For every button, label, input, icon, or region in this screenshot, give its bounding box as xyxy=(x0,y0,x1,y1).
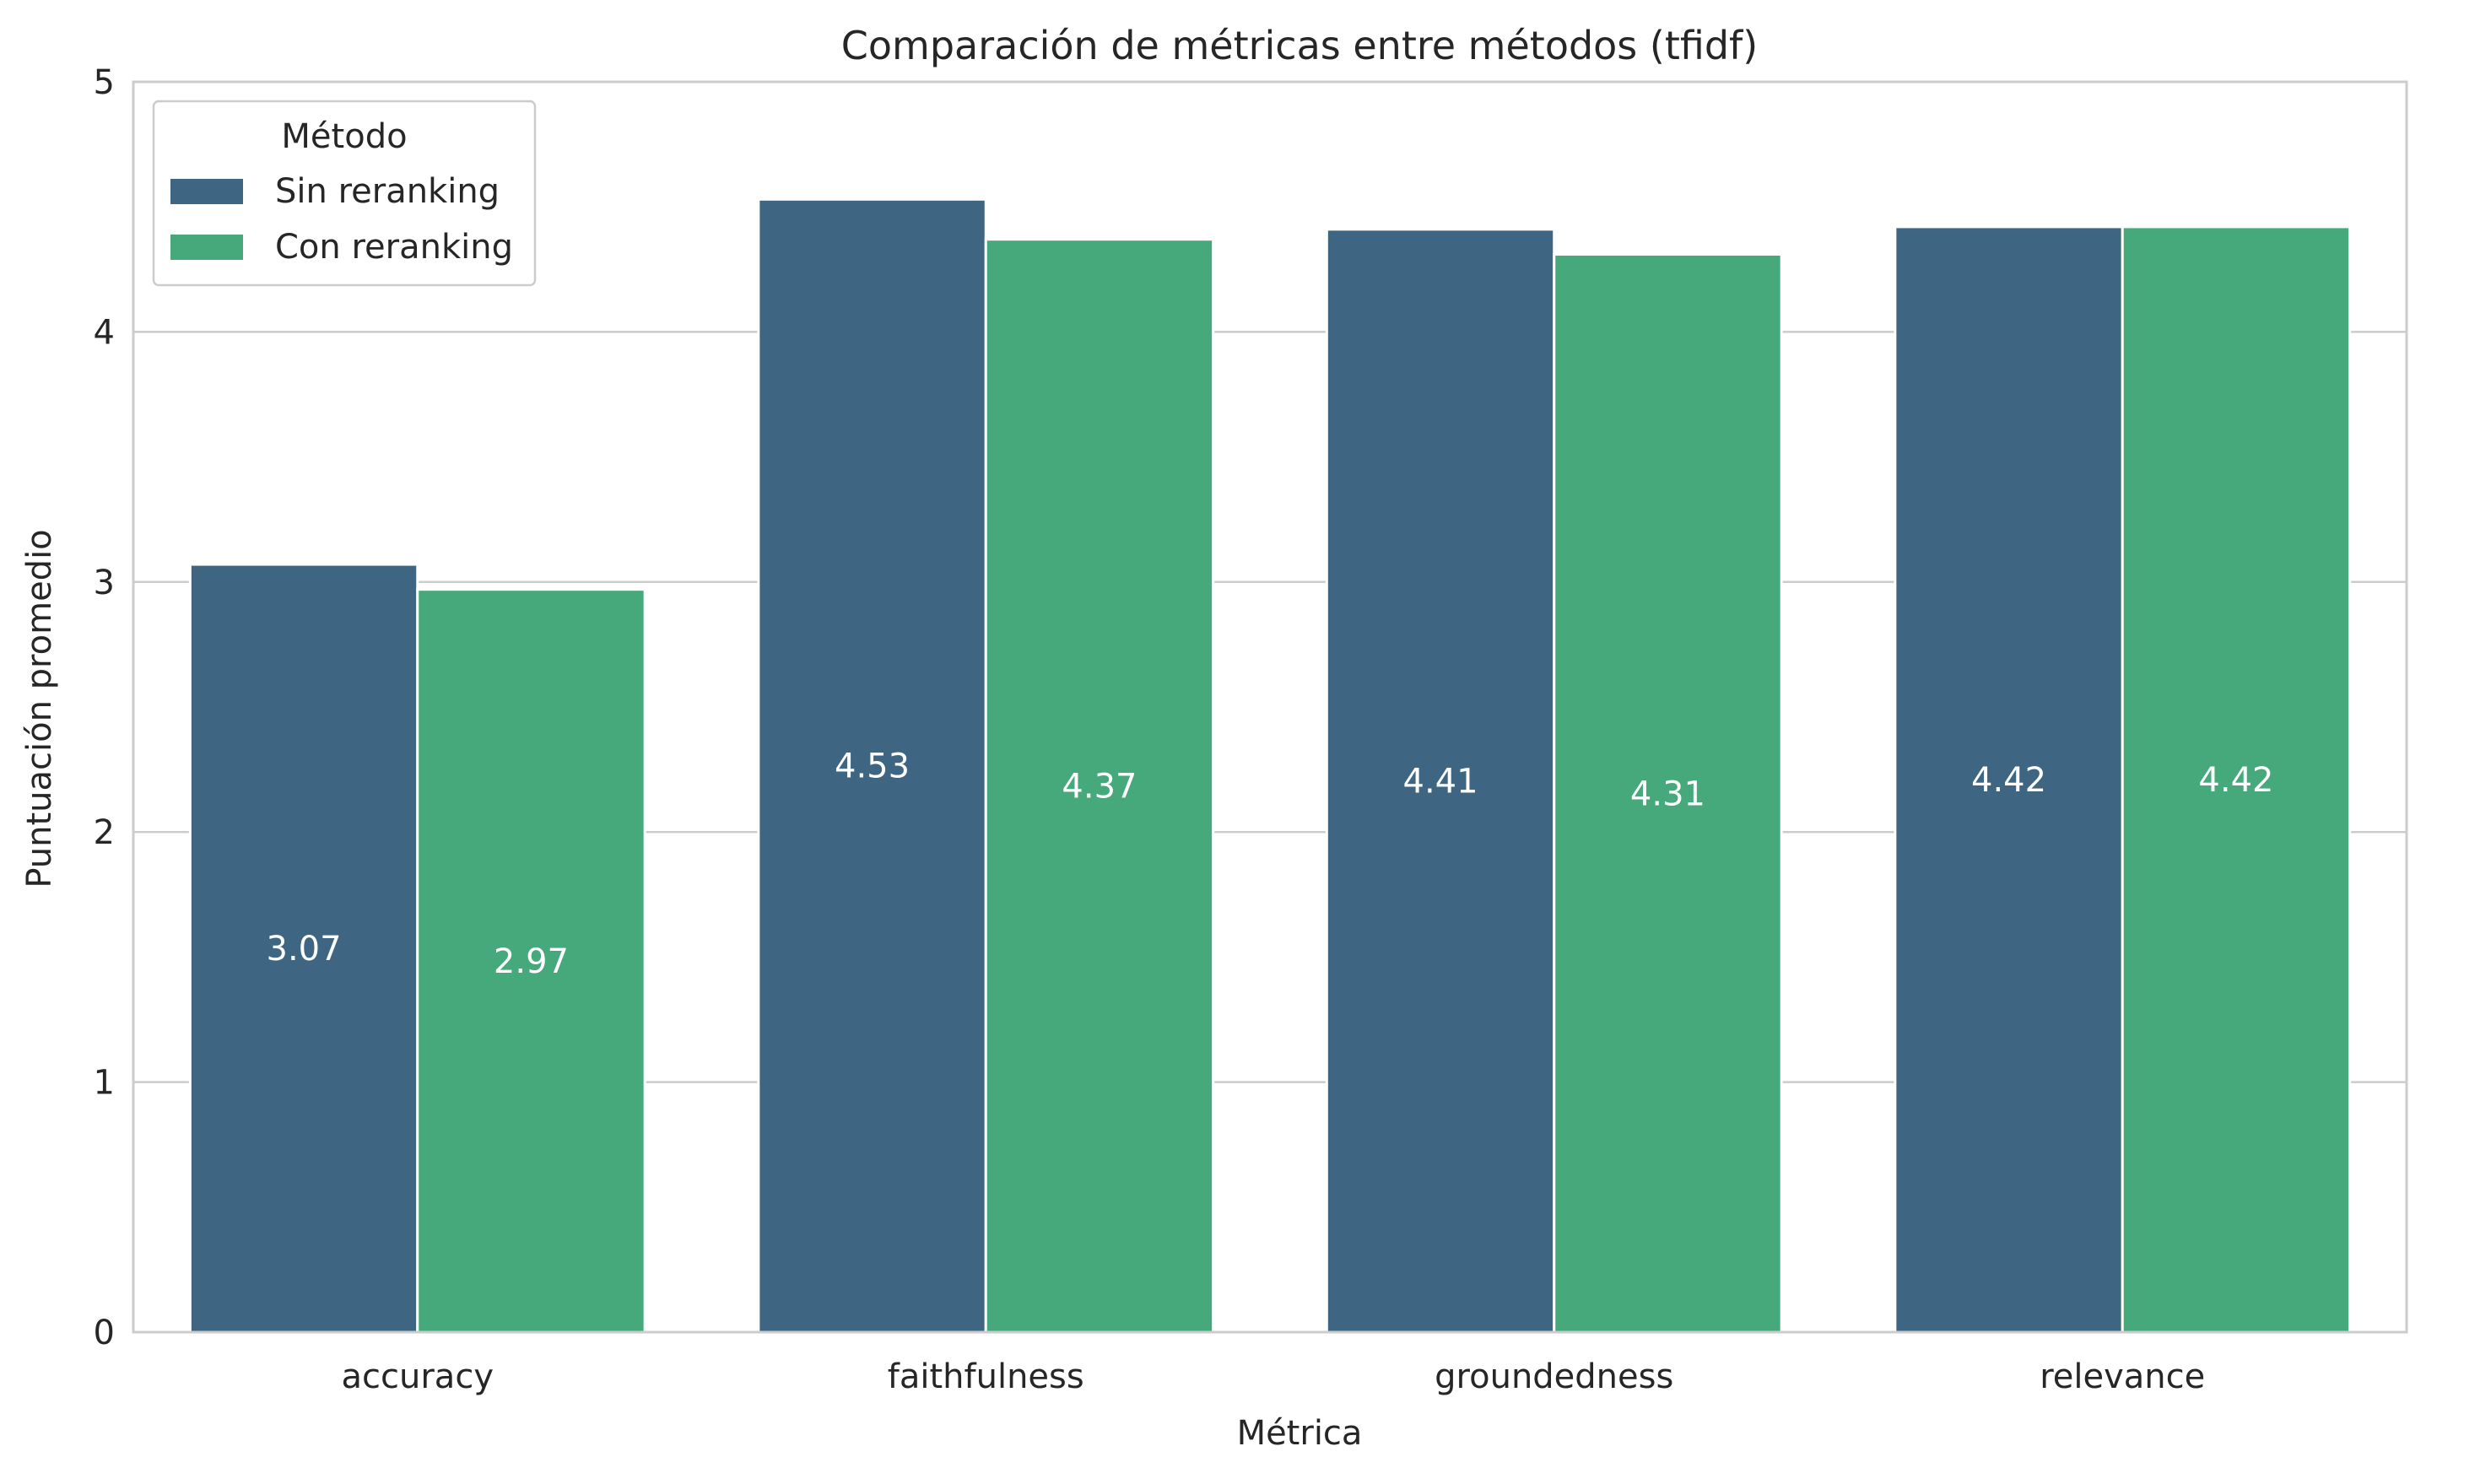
y-tick-labels: 0 1 2 3 4 5 xyxy=(94,63,115,1352)
legend-box xyxy=(152,100,537,287)
bar-relevance-sin-reranking xyxy=(1894,225,2124,1334)
data-label-relevance-sin-reranking: 4.42 xyxy=(1971,761,2046,800)
x-tick-label-accuracy: accuracy xyxy=(342,1357,494,1396)
y-tick-label-3: 3 xyxy=(94,564,115,602)
legend: Método Sin reranking Con reranking xyxy=(152,100,537,287)
x-tick-label-groundedness: groundedness xyxy=(1435,1357,1673,1396)
y-tick-label-2: 2 xyxy=(94,813,115,852)
bar-groundedness-con-reranking xyxy=(1553,253,1783,1334)
data-label-groundedness-con-reranking: 4.31 xyxy=(1630,774,1705,813)
y-tick-label-5: 5 xyxy=(94,63,115,102)
data-labels: 3.07 2.97 4.53 4.37 4.41 4.31 4.42 4.42 xyxy=(267,747,2274,981)
x-tick-labels: accuracy faithfulness groundedness relevanc… xyxy=(342,1357,2206,1396)
plot-frame xyxy=(132,80,2408,1334)
data-label-faithfulness-con-reranking: 4.37 xyxy=(1062,767,1137,806)
y-axis-label: Puntuación promedio xyxy=(20,529,59,888)
chart-title: Comparación de métricas entre métodos (t… xyxy=(841,23,1758,68)
legend-label-con-reranking: Con reranking xyxy=(275,228,513,267)
x-tick-label-relevance: relevance xyxy=(2040,1357,2205,1396)
y-tick-label-0: 0 xyxy=(94,1314,115,1352)
data-label-accuracy-con-reranking: 2.97 xyxy=(494,942,569,981)
y-tick-label-4: 4 xyxy=(94,313,115,352)
bar-relevance-con-reranking xyxy=(2121,225,2352,1334)
x-tick-label-faithfulness: faithfulness xyxy=(888,1357,1084,1396)
data-label-groundedness-sin-reranking: 4.41 xyxy=(1403,762,1478,801)
data-label-relevance-con-reranking: 4.42 xyxy=(2198,761,2273,800)
data-label-accuracy-sin-reranking: 3.07 xyxy=(267,930,342,969)
y-tick-label-1: 1 xyxy=(94,1064,115,1103)
legend-title: Método xyxy=(281,117,407,156)
legend-swatch-con-reranking xyxy=(170,235,243,260)
data-label-faithfulness-sin-reranking: 4.53 xyxy=(835,747,910,786)
legend-swatch-sin-reranking xyxy=(170,179,243,204)
bars xyxy=(188,197,2352,1334)
legend-label-sin-reranking: Sin reranking xyxy=(275,172,500,211)
x-axis-label: Métrica xyxy=(1237,1414,1363,1453)
